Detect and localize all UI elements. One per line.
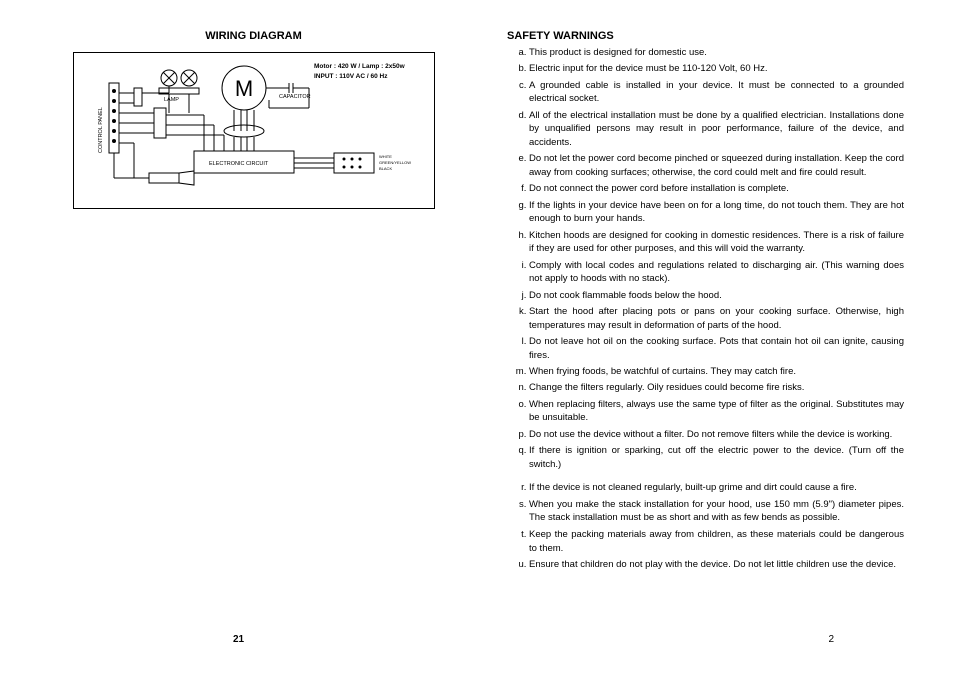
- capacitor-label: CAPACITOR: [279, 94, 311, 100]
- lamp-label: LAMP: [164, 97, 179, 103]
- wire-label-1: GREEN/YELLOW: [379, 160, 411, 165]
- right-page-number: 2: [828, 634, 834, 645]
- control-panel-label: CONTROL PANEL: [98, 107, 104, 153]
- warning-item: Do not let the power cord become pinched…: [529, 152, 904, 180]
- electronic-circuit-label: ELECTRONIC CIRCUIT: [209, 161, 269, 167]
- warning-item: This product is designed for domestic us…: [529, 46, 904, 60]
- warning-item: Electric input for the device must be 11…: [529, 62, 904, 76]
- warning-item: When frying foods, be watchful of curtai…: [529, 365, 904, 379]
- left-page: WIRING DIAGRAM M Motor : 420 W / Lamp : …: [0, 0, 477, 675]
- warning-item: Change the filters regularly. Oily resid…: [529, 381, 904, 395]
- safety-warnings-title: SAFETY WARNINGS: [507, 30, 904, 42]
- warning-item: If the lights in your device have been o…: [529, 199, 904, 227]
- warning-item: Do not connect the power cord before ins…: [529, 182, 904, 196]
- warning-item: When replacing filters, always use the s…: [529, 398, 904, 426]
- wiring-diagram-title: WIRING DIAGRAM: [60, 30, 447, 42]
- spec-line-1: Motor : 420 W / Lamp : 2x50w: [314, 63, 406, 70]
- warning-item: All of the electrical installation must …: [529, 109, 904, 150]
- warning-item: When you make the stack installation for…: [529, 498, 904, 526]
- wiring-diagram: M Motor : 420 W / Lamp : 2x50w INPUT : 1…: [73, 52, 435, 209]
- warning-item: A grounded cable is installed in your de…: [529, 79, 904, 107]
- warning-item: Do not cook flammable foods below the ho…: [529, 289, 904, 303]
- warning-item: Start the hood after placing pots or pan…: [529, 305, 904, 333]
- warning-item: Ensure that children do not play with th…: [529, 558, 904, 572]
- right-page: SAFETY WARNINGS This product is designed…: [477, 0, 954, 675]
- warning-item: Do not use the device without a filter. …: [529, 428, 904, 442]
- safety-warnings-list: This product is designed for domestic us…: [507, 46, 904, 572]
- wire-label-2: BLACK: [379, 166, 392, 171]
- warning-item: If there is ignition or sparking, cut of…: [529, 444, 904, 472]
- page-spread: WIRING DIAGRAM M Motor : 420 W / Lamp : …: [0, 0, 954, 675]
- warning-item: If the device is not cleaned regularly, …: [529, 481, 904, 495]
- warning-item: Kitchen hoods are designed for cooking i…: [529, 229, 904, 257]
- warning-item: Comply with local codes and regulations …: [529, 259, 904, 287]
- wiring-diagram-svg: M Motor : 420 W / Lamp : 2x50w INPUT : 1…: [74, 53, 434, 208]
- wire-label-0: WHITE: [379, 154, 392, 159]
- warning-item: Do not leave hot oil on the cooking surf…: [529, 335, 904, 363]
- motor-letter: M: [234, 76, 252, 101]
- warning-item: Keep the packing materials away from chi…: [529, 528, 904, 556]
- spec-line-2: INPUT : 110V AC / 60 Hz: [314, 73, 388, 80]
- left-page-number: 21: [0, 634, 477, 645]
